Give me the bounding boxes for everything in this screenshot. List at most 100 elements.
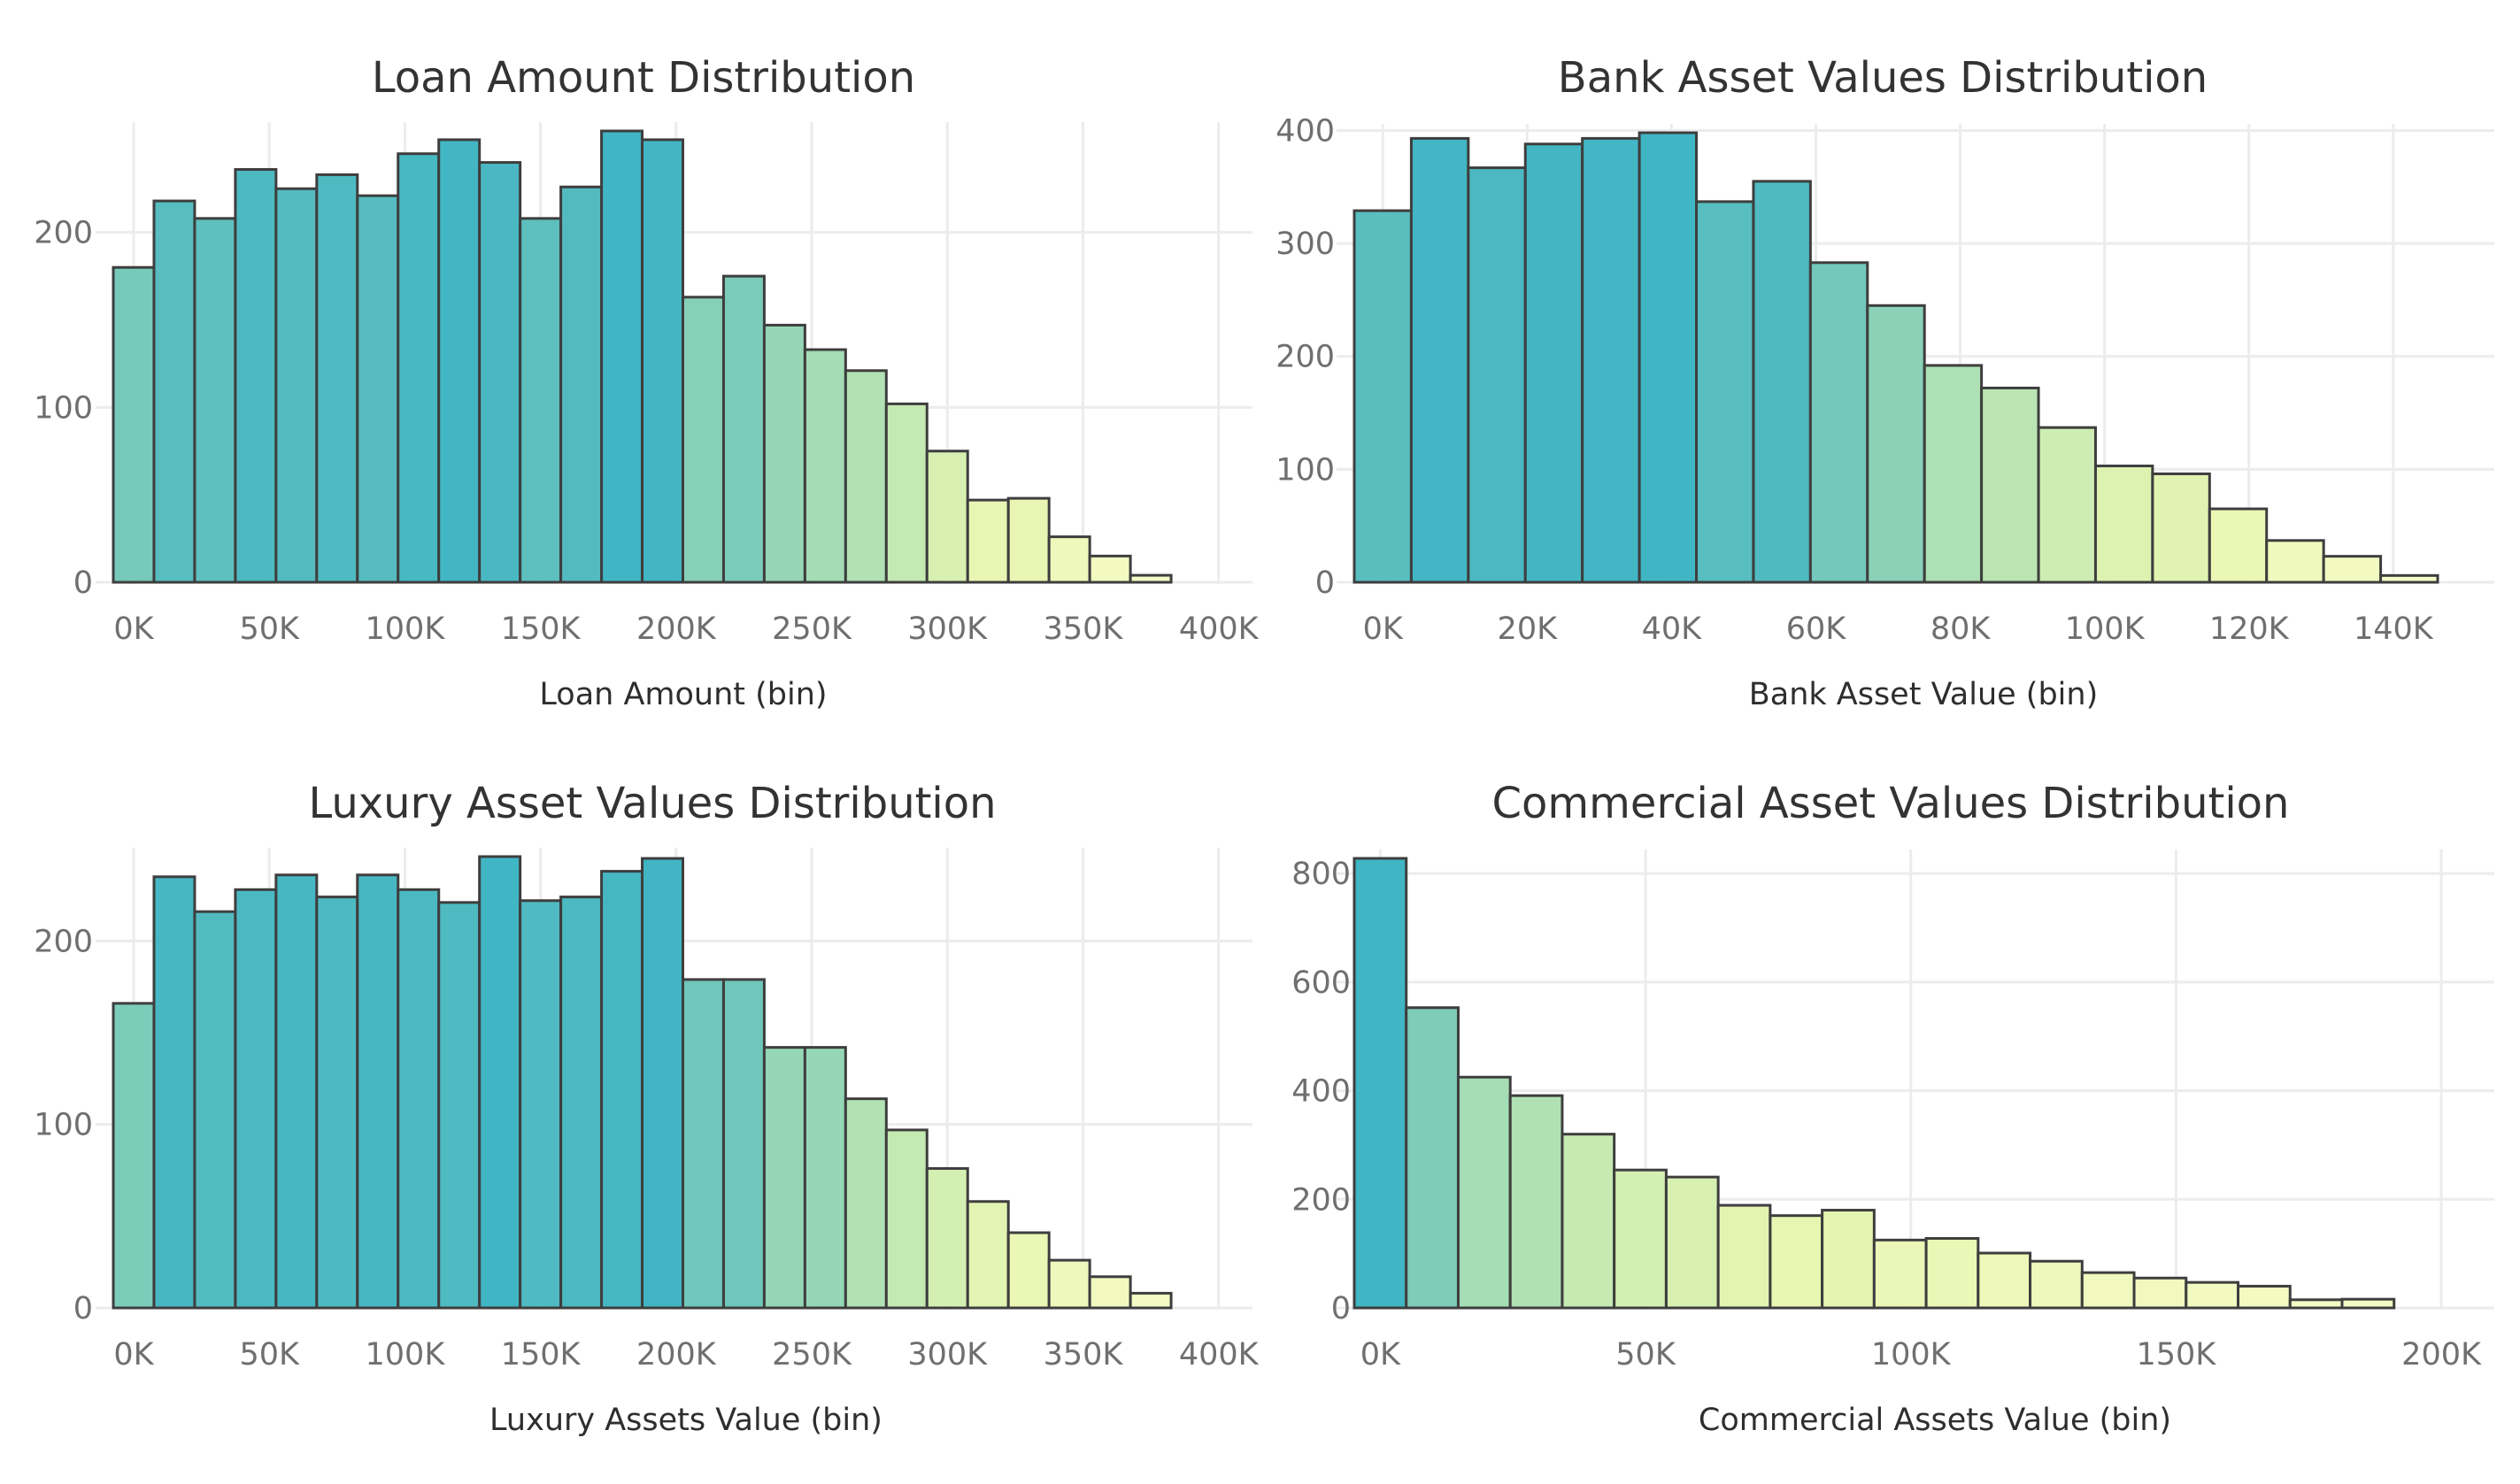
- histogram-bar: [152, 199, 197, 584]
- histogram-bar: [721, 274, 766, 584]
- x-tick-label: 80K: [1930, 611, 1992, 647]
- x-tick-label: 300K: [907, 1337, 988, 1373]
- tick-labels: 0 100 200 0K 50K 100K 150K 200K 250K 300K 350K 400K: [34, 924, 1259, 1373]
- y-tick-label: 0: [1315, 565, 1335, 601]
- histogram-bar: [478, 855, 522, 1310]
- histogram-bar: [2208, 507, 2269, 584]
- x-axis-title: Commercial Assets Value (bin): [1699, 1403, 2171, 1438]
- histogram-bar: [762, 1046, 806, 1310]
- histogram-bar: [437, 901, 482, 1310]
- histogram-bar: [1352, 857, 1408, 1310]
- x-tick-label: 120K: [2209, 611, 2290, 647]
- y-tick-label: 400: [1291, 1074, 1351, 1110]
- histogram-bar: [1352, 209, 1413, 584]
- histogram-bar: [641, 857, 684, 1310]
- histogram-bar: [112, 1002, 156, 1310]
- histogram-bar: [1638, 131, 1699, 584]
- x-tick-label: 150K: [2137, 1337, 2217, 1373]
- histogram-bar: [925, 1166, 969, 1310]
- histogram-bar: [152, 875, 197, 1310]
- histogram-bar: [193, 910, 237, 1310]
- x-axis-title: Bank Asset Value (bin): [1749, 677, 2099, 712]
- tick-labels: 0 100 200 0K 50K 100K 150K 200K 250K 300K 350K 400K: [34, 216, 1259, 647]
- histogram-bar: [1088, 554, 1132, 584]
- x-tick-label: 0K: [1363, 611, 1404, 647]
- x-tick-label: 140K: [2354, 611, 2434, 647]
- histogram-bar: [2322, 555, 2383, 584]
- x-tick-label: 100K: [366, 611, 446, 647]
- histogram-bar: [315, 173, 359, 584]
- bars: [112, 855, 1173, 1310]
- histogram-bar: [2237, 1284, 2292, 1310]
- loan-amount-chart: 0 100 200 0K 50K 100K 150K 200K 250K 300K 350K 400K…: [0, 0, 1260, 742]
- y-tick-label: 100: [34, 1108, 93, 1143]
- x-axis-title: Luxury Assets Value (bin): [489, 1403, 882, 1438]
- y-tick-label: 200: [34, 924, 93, 959]
- histogram-bar: [2037, 426, 2097, 584]
- x-tick-label: 0K: [113, 1337, 154, 1373]
- histogram-bar: [925, 450, 969, 584]
- histogram-bar: [1716, 1203, 1772, 1310]
- x-tick-label: 20K: [1498, 611, 1559, 647]
- histogram-bar: [682, 978, 725, 1310]
- x-tick-label: 100K: [2065, 611, 2146, 647]
- histogram-bar: [1980, 386, 2040, 584]
- x-tick-label: 0K: [1360, 1337, 1401, 1373]
- histogram-bar: [1752, 180, 1812, 584]
- y-tick-label: 800: [1291, 857, 1351, 892]
- histogram-bar: [1664, 1175, 1720, 1310]
- x-tick-label: 100K: [1871, 1337, 1952, 1373]
- y-tick-label: 0: [73, 1291, 93, 1326]
- histogram-bar: [234, 888, 278, 1310]
- luxury-asset-chart: 0 100 200 0K 50K 100K 150K 200K 250K 300K 350K 400K…: [0, 726, 1260, 1467]
- bars: [1352, 131, 2439, 584]
- x-tick-label: 60K: [1786, 611, 1847, 647]
- bars: [1352, 857, 2396, 1310]
- histogram-bar: [559, 896, 604, 1310]
- y-tick-label: 600: [1291, 965, 1351, 1001]
- histogram-bar: [600, 129, 644, 584]
- x-tick-label: 0K: [113, 611, 154, 647]
- x-tick-label: 250K: [772, 1337, 852, 1373]
- x-tick-label: 200K: [636, 1337, 717, 1373]
- histogram-bar: [1467, 166, 1527, 584]
- histogram-bar: [2029, 1259, 2084, 1310]
- histogram-bar: [600, 870, 644, 1310]
- histogram-bar: [1405, 1006, 1460, 1310]
- histogram-bar: [966, 1200, 1010, 1310]
- x-tick-label: 250K: [772, 611, 852, 647]
- histogram-bar: [844, 369, 888, 584]
- histogram-bar: [1129, 573, 1173, 584]
- y-tick-label: 0: [1331, 1291, 1351, 1326]
- x-tick-label: 50K: [239, 1337, 300, 1373]
- histogram-bar: [1006, 1231, 1051, 1310]
- histogram-bar: [884, 1128, 929, 1310]
- x-tick-label: 200K: [636, 611, 717, 647]
- histogram-bar: [397, 152, 441, 584]
- commercial-asset-chart: 0 200 400 600 800 0K 50K 100K 150K 200K Commercia…: [1260, 726, 2519, 1467]
- x-tick-label: 400K: [1179, 1337, 1260, 1373]
- y-tick-label: 200: [1275, 340, 1335, 375]
- x-tick-label: 100K: [366, 1337, 446, 1373]
- histogram-bar: [682, 296, 725, 584]
- histogram-bar: [1872, 1238, 1928, 1310]
- y-tick-label: 0: [73, 565, 93, 601]
- y-tick-label: 300: [1275, 227, 1335, 262]
- histogram-bar: [884, 402, 929, 584]
- x-tick-label: 200K: [2401, 1337, 2482, 1373]
- histogram-bar: [234, 167, 278, 584]
- x-tick-label: 350K: [1044, 611, 1124, 647]
- tick-labels: 0 100 200 300 400 0K 20K 40K 60K 80K 100K 120K 140K: [1275, 113, 2434, 647]
- histogram-bar: [1006, 496, 1051, 584]
- histogram-bar: [2379, 573, 2439, 584]
- histogram-bar: [356, 873, 400, 1310]
- histogram-bar: [1808, 261, 1869, 584]
- histogram-bar: [1613, 1168, 1668, 1310]
- histogram-bar: [803, 1046, 847, 1310]
- histogram-bar: [803, 348, 847, 584]
- tick-labels: 0 200 400 600 800 0K 50K 100K 150K 200K: [1291, 857, 2482, 1373]
- histogram-bar: [721, 978, 766, 1310]
- bank-asset-chart: 0 100 200 300 400 0K 20K 40K 60K 80K 100K 120K 140K …: [1260, 0, 2519, 742]
